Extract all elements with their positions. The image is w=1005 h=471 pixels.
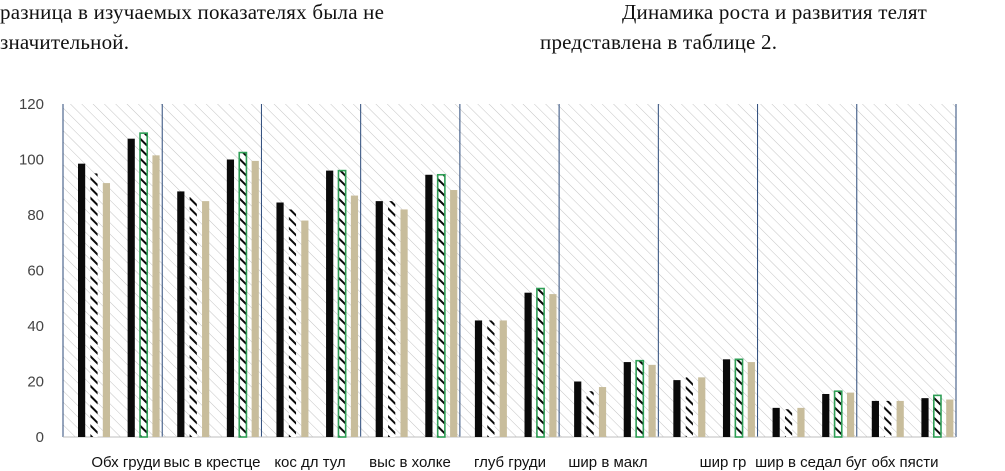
- bar: [574, 381, 582, 437]
- body-text-right-2: представлена в таблице 2.: [540, 30, 778, 54]
- body-text-right-1: Динамика роста и развития телят: [622, 0, 928, 24]
- bar: [350, 195, 359, 437]
- bar: [648, 364, 656, 437]
- y-tick-label: 0: [36, 429, 44, 446]
- bar: [425, 174, 433, 437]
- bar: [127, 138, 135, 437]
- x-axis: Обх груди выс в крестце кос дл тул выс в хо…: [91, 454, 938, 471]
- y-tick-label: 60: [27, 263, 44, 280]
- bar: [337, 169, 347, 438]
- bar: [932, 394, 942, 438]
- bar: [734, 358, 744, 438]
- x-tick-label: обх пясти: [871, 454, 938, 471]
- bar: [375, 201, 383, 437]
- x-tick-label: Обх груди: [91, 454, 160, 471]
- bar: [772, 407, 780, 437]
- bar: [301, 220, 309, 437]
- bar: [326, 170, 334, 437]
- body-text-left-1: разница в изучаемых показателях была не: [0, 0, 385, 24]
- bar: [536, 287, 545, 438]
- bar: [288, 209, 297, 437]
- bar: [673, 380, 681, 437]
- y-tick-label: 80: [27, 207, 44, 224]
- bar: [238, 151, 248, 438]
- bar: [487, 320, 495, 437]
- bar: [623, 362, 631, 437]
- bar: [524, 292, 532, 437]
- bar: [202, 201, 210, 437]
- bar: [226, 159, 235, 437]
- x-tick-label: выс в крестце: [164, 454, 261, 471]
- bar: [685, 377, 693, 437]
- bar: [152, 155, 160, 437]
- bar: [276, 202, 284, 437]
- bar: [139, 132, 149, 438]
- bar: [946, 399, 954, 437]
- x-tick-label: кос дл тул: [274, 454, 345, 471]
- bar: [896, 400, 904, 437]
- bar: [784, 409, 793, 437]
- bar: [884, 400, 892, 437]
- plot-area: [63, 104, 956, 437]
- y-tick-label: 100: [19, 152, 44, 169]
- bar: [189, 196, 197, 437]
- y-tick-label: 120: [19, 96, 44, 113]
- bar: [474, 320, 483, 437]
- bar: [921, 398, 929, 437]
- bar: [90, 173, 98, 437]
- x-tick-label: шир в седал буг: [755, 454, 867, 471]
- bar: [722, 359, 731, 437]
- bar: [436, 173, 446, 438]
- bar: [388, 201, 396, 437]
- bar: [833, 390, 843, 438]
- grid-lines: [62, 104, 957, 438]
- bars: [78, 132, 954, 438]
- bar: [698, 377, 706, 437]
- bar: [78, 163, 86, 437]
- bar: [177, 191, 185, 437]
- bar: [251, 160, 259, 437]
- bar: [499, 320, 507, 437]
- plot-background: [63, 104, 956, 437]
- bar: [747, 362, 755, 437]
- x-tick-label: шир гр: [700, 454, 747, 471]
- bar: [102, 183, 111, 437]
- bar: [549, 294, 557, 437]
- bar: [846, 392, 855, 437]
- bar: [586, 391, 594, 437]
- bar: [822, 393, 830, 437]
- bar: [635, 359, 645, 438]
- bar: [797, 407, 805, 437]
- x-tick-label: выс в холке: [369, 454, 451, 471]
- bar: [450, 190, 458, 437]
- y-tick-label: 40: [27, 318, 44, 335]
- bar: [598, 387, 607, 437]
- y-axis: 0 20 40 60 80 100 120: [19, 96, 44, 446]
- x-tick-label: шир в макл: [568, 454, 647, 471]
- bar: [871, 400, 879, 437]
- y-tick-label: 20: [27, 374, 44, 391]
- body-text-left-2: значительной.: [0, 30, 130, 54]
- bar: [400, 209, 408, 437]
- x-tick-label: глуб груди: [474, 454, 546, 471]
